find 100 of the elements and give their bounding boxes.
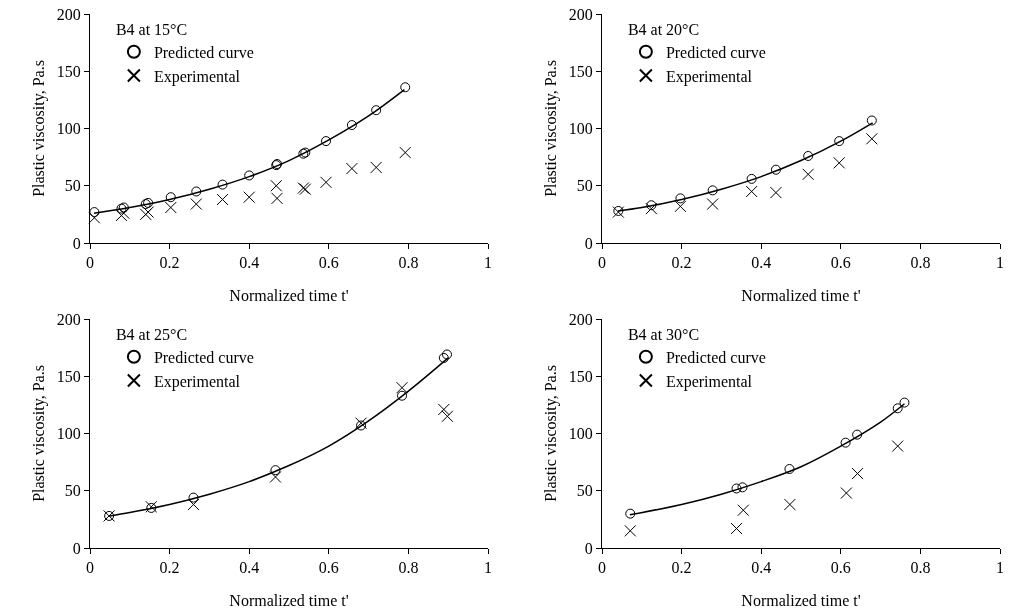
point (346, 120, 357, 131)
point (269, 471, 282, 484)
point (852, 429, 863, 440)
y-tick-label: 0 (584, 234, 593, 252)
point (675, 193, 686, 204)
x-axis-title: Normalized time t' (229, 287, 349, 304)
point (769, 186, 782, 199)
x-tick-label: 0.2 (159, 254, 180, 272)
point (370, 161, 383, 174)
x-tick-label: 0.4 (751, 254, 772, 272)
point (400, 82, 411, 93)
y-axis-title: Plastic viscosity, Pa.s (541, 60, 560, 197)
point (866, 115, 877, 126)
legend-title: B4 at 20°C (627, 20, 700, 38)
y-tick-label: 150 (56, 62, 81, 80)
legend-label: Predicted curve (665, 348, 766, 366)
y-tick-label: 50 (576, 177, 593, 195)
y-axis-title: Plastic viscosity, Pa.s (541, 365, 560, 502)
x-tick-label: 1 (996, 254, 1004, 272)
y-tick-label: 0 (72, 234, 81, 252)
point (840, 487, 853, 500)
point (784, 464, 795, 474)
point (625, 508, 636, 519)
y-tick-label: 150 (568, 367, 593, 385)
y-tick-label: 150 (56, 367, 81, 385)
point (770, 164, 781, 175)
y-tick-label: 50 (64, 482, 81, 500)
point (437, 403, 450, 416)
x-tick-label: 0.2 (671, 559, 692, 577)
point (737, 504, 750, 517)
x-tick-label: 0.8 (398, 559, 419, 577)
point (783, 498, 796, 511)
point (624, 524, 637, 537)
point (438, 352, 449, 363)
x-tick-label: 0.2 (671, 254, 692, 272)
point (399, 146, 412, 159)
legend-label: Experimental (153, 67, 241, 86)
legend-title: B4 at 15°C (115, 20, 188, 38)
x-axis-title: Normalized time t' (741, 592, 861, 609)
point (371, 105, 382, 116)
x-tick-label: 0.8 (910, 559, 931, 577)
point (892, 403, 903, 414)
point (89, 207, 100, 218)
point (891, 440, 904, 453)
point (851, 467, 864, 480)
x-axis-title: Normalized time t' (229, 592, 349, 609)
x-tick-label: 1 (484, 254, 492, 272)
legend-label: Predicted curve (153, 348, 254, 366)
point (745, 185, 758, 198)
x-tick-label: 1 (484, 559, 492, 577)
point (737, 482, 748, 493)
x-tick-label: 0 (598, 254, 606, 272)
point (731, 483, 742, 494)
point (321, 136, 332, 147)
point (899, 397, 910, 408)
point (707, 185, 718, 196)
y-tick-label: 100 (568, 120, 593, 138)
legend-label: Predicted curve (665, 43, 766, 61)
point (646, 200, 657, 211)
point (834, 136, 845, 147)
legend-label: Experimental (153, 372, 241, 391)
point (833, 156, 846, 169)
y-tick-label: 150 (568, 62, 593, 80)
point (320, 176, 333, 189)
x-tick-label: 0 (86, 254, 94, 272)
point (396, 381, 409, 394)
x-tick-label: 0.8 (398, 254, 419, 272)
x-tick-label: 1 (996, 559, 1004, 577)
point (730, 522, 743, 535)
point (164, 201, 177, 214)
y-tick-label: 200 (56, 5, 81, 23)
point (187, 498, 200, 511)
y-tick-label: 200 (56, 310, 81, 328)
point (706, 198, 719, 211)
x-tick-label: 0 (86, 559, 94, 577)
x-tick-label: 0.6 (830, 254, 851, 272)
point (270, 465, 281, 476)
point (244, 170, 255, 181)
x-tick-label: 0.6 (318, 254, 339, 272)
point (442, 349, 453, 360)
x-tick-label: 0.2 (159, 559, 180, 577)
legend-label: Predicted curve (153, 43, 254, 61)
x-tick-label: 0.6 (318, 559, 339, 577)
point (188, 492, 199, 503)
point (216, 193, 229, 206)
y-tick-label: 0 (584, 539, 593, 557)
y-tick-label: 50 (64, 177, 81, 195)
legend-label: Experimental (665, 67, 753, 86)
y-tick-label: 100 (56, 425, 81, 443)
point (190, 198, 203, 211)
point (270, 179, 283, 192)
x-tick-label: 0.4 (239, 254, 260, 272)
point (840, 437, 851, 448)
x-tick-label: 0.8 (910, 254, 931, 272)
x-tick-label: 0.4 (751, 559, 772, 577)
point (191, 186, 202, 197)
point (243, 191, 256, 204)
y-axis-title: Plastic viscosity, Pa.s (29, 60, 48, 197)
y-tick-label: 0 (72, 539, 81, 557)
point (746, 173, 757, 184)
